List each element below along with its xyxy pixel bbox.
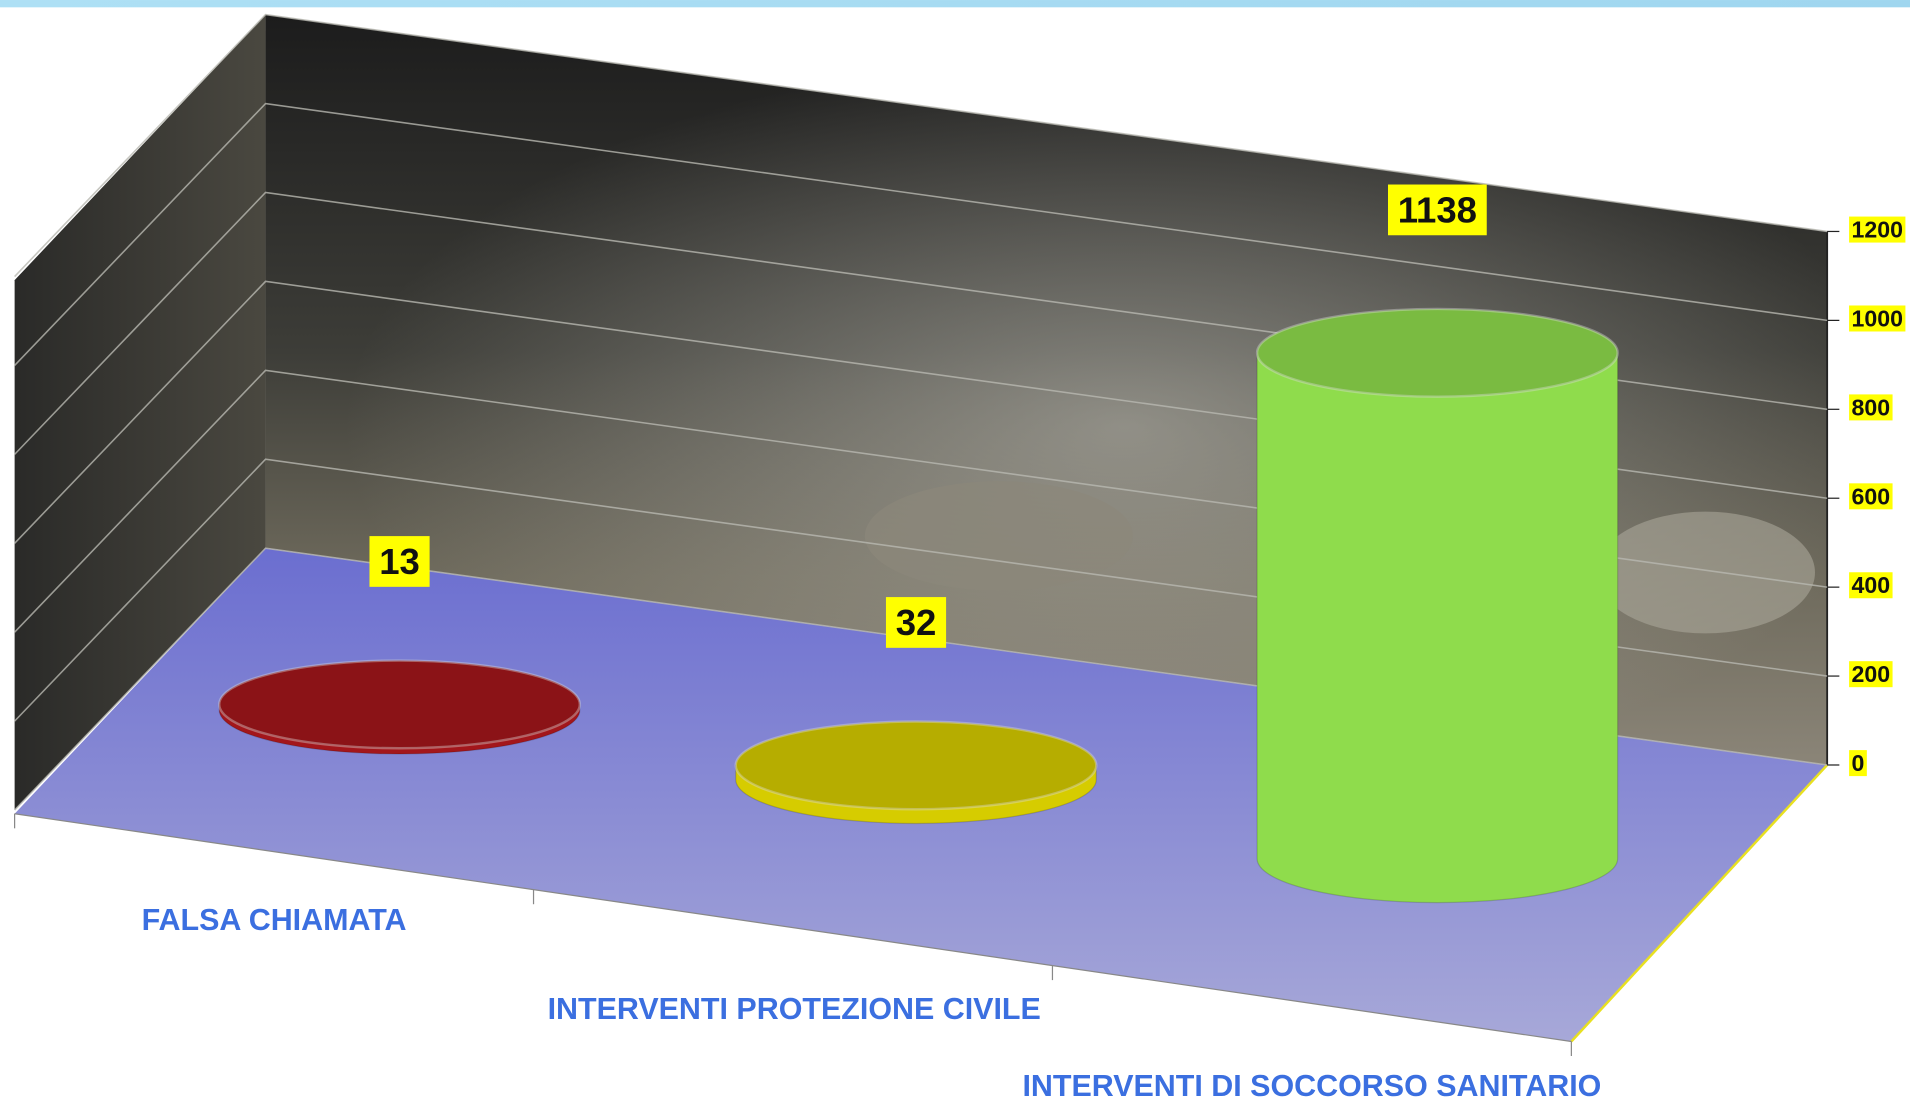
data-label-bg	[1387, 184, 1487, 236]
y-tick-label: 800	[1852, 394, 1891, 420]
cylinder-top	[1255, 307, 1619, 398]
grid-line	[14, 13, 1828, 278]
y-tick-label-bg	[1849, 661, 1893, 688]
rock	[864, 481, 1133, 591]
cylinder-body	[1256, 352, 1619, 904]
y-tick-label-bg	[1849, 216, 1906, 243]
y-tick-label-bg	[1849, 483, 1893, 510]
y-tick-label-bg	[1849, 305, 1906, 332]
cylinder-top	[218, 659, 582, 750]
y-tick-label-bg	[1849, 394, 1893, 421]
data-label: 13	[379, 541, 420, 582]
data-label-bg	[885, 597, 947, 648]
y-tick-label: 200	[1852, 661, 1891, 687]
top-strip	[0, 0, 1910, 8]
floor-edge	[1570, 764, 1829, 1043]
cylinder-top	[734, 720, 1098, 811]
x-tick-label: INTERVENTI PROTEZIONE CIVILE	[548, 992, 1041, 1026]
data-label: 32	[896, 602, 937, 643]
x-tick-label: INTERVENTI DI SOCCORSO SANITARIO	[1022, 1069, 1601, 1103]
y-tick-label: 1000	[1852, 305, 1903, 331]
data-label-bg	[369, 536, 430, 587]
x-tick-label: FALSA CHIAMATA	[142, 903, 407, 937]
rock	[1595, 511, 1815, 634]
y-tick-label: 1200	[1852, 217, 1903, 243]
y-tick-label: 400	[1852, 572, 1891, 598]
cylinder	[218, 659, 582, 755]
data-label: 1138	[1398, 189, 1477, 230]
cylinder	[734, 720, 1098, 825]
y-tick-label: 600	[1852, 483, 1891, 509]
y-tick-label-bg	[1849, 572, 1893, 599]
y-tick-label: 0	[1852, 750, 1865, 776]
y-tick-label-bg	[1849, 750, 1867, 777]
x-axis-line	[14, 813, 1572, 1043]
grid-line	[14, 102, 1828, 366]
cylinder	[1255, 307, 1619, 904]
